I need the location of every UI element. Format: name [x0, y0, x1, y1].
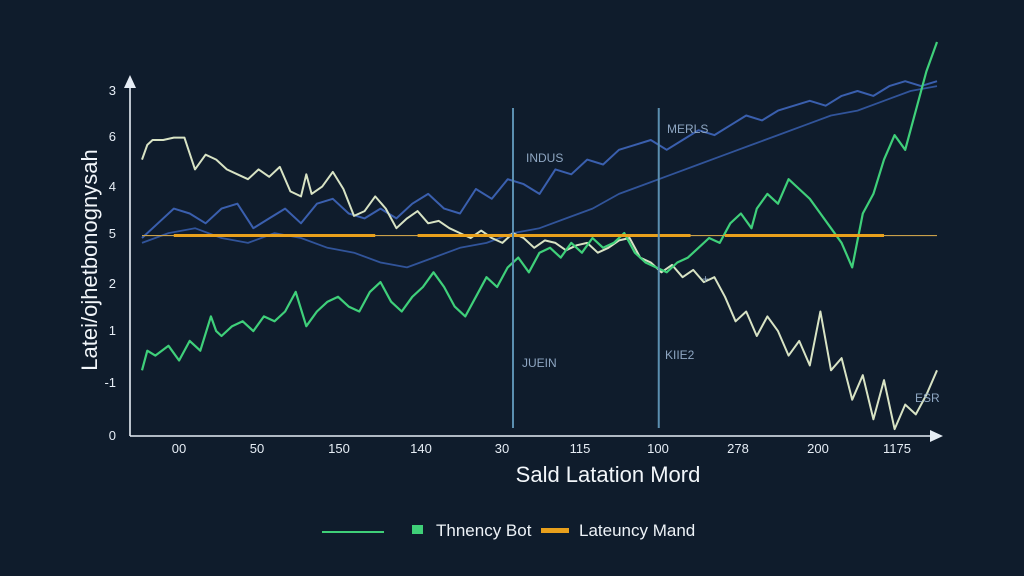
- annotation-label: KIIE2: [665, 348, 695, 362]
- annotation-label: +: [702, 272, 709, 286]
- x-tick-label: 115: [570, 441, 591, 456]
- annotation-label: MERLS: [667, 122, 708, 136]
- x-tick-label: 50: [250, 441, 264, 456]
- x-tick-label: 100: [647, 441, 669, 456]
- series-line-blue-secondary: [141, 85, 938, 269]
- vertical-markers: [512, 108, 660, 428]
- y-tick-label: -1: [104, 375, 116, 390]
- x-tick-label: 278: [727, 441, 749, 456]
- y-tick-labels: 0 -1 1 2 5 4 6 3: [104, 83, 116, 443]
- series-line-green: [140, 41, 939, 371]
- y-tick-label: 1: [109, 323, 116, 338]
- y-tick-label: 3: [109, 83, 116, 98]
- legend-label: Thnency Bot: [436, 521, 532, 540]
- y-tick-label: 2: [109, 276, 116, 291]
- annotation-label: ESR: [915, 391, 940, 405]
- y-tick-label: 5: [109, 226, 116, 241]
- x-tick-label: 30: [495, 441, 509, 456]
- x-axis-arrow: [930, 430, 943, 442]
- annotation-label: INDUS: [526, 151, 563, 165]
- legend-swatch-orange: [541, 528, 569, 533]
- x-tick-label: 140: [410, 441, 432, 456]
- annotation-label: JUEIN: [522, 356, 557, 370]
- y-axis-arrow: [124, 75, 136, 88]
- legend-label: Lateuncy Mand: [579, 521, 695, 540]
- y-tick-label: 6: [109, 129, 116, 144]
- x-tick-labels: 00 50 150 140 30 115 100 278 200 1175: [172, 441, 911, 456]
- x-tick-label: 150: [328, 441, 350, 456]
- annotations: INDUS MERLS JUEIN KIIE2 ESR +: [522, 122, 940, 405]
- x-tick-label: 00: [172, 441, 186, 456]
- series-layer: [140, 41, 939, 431]
- series-line-blue: [141, 80, 938, 239]
- y-axis-title: Latei/ojhetbonognysah: [77, 149, 102, 370]
- y-tick-label: 0: [109, 428, 116, 443]
- y-tick-label: 4: [109, 179, 116, 194]
- legend: Thnency Bot Lateuncy Mand: [322, 521, 695, 540]
- legend-swatch-green: [412, 525, 423, 534]
- x-tick-label: 1175: [883, 441, 911, 456]
- axes: [124, 75, 943, 442]
- x-axis-title: Sald Latation Mord: [516, 462, 701, 487]
- x-tick-label: 200: [807, 441, 829, 456]
- series-line-cream: [141, 136, 938, 431]
